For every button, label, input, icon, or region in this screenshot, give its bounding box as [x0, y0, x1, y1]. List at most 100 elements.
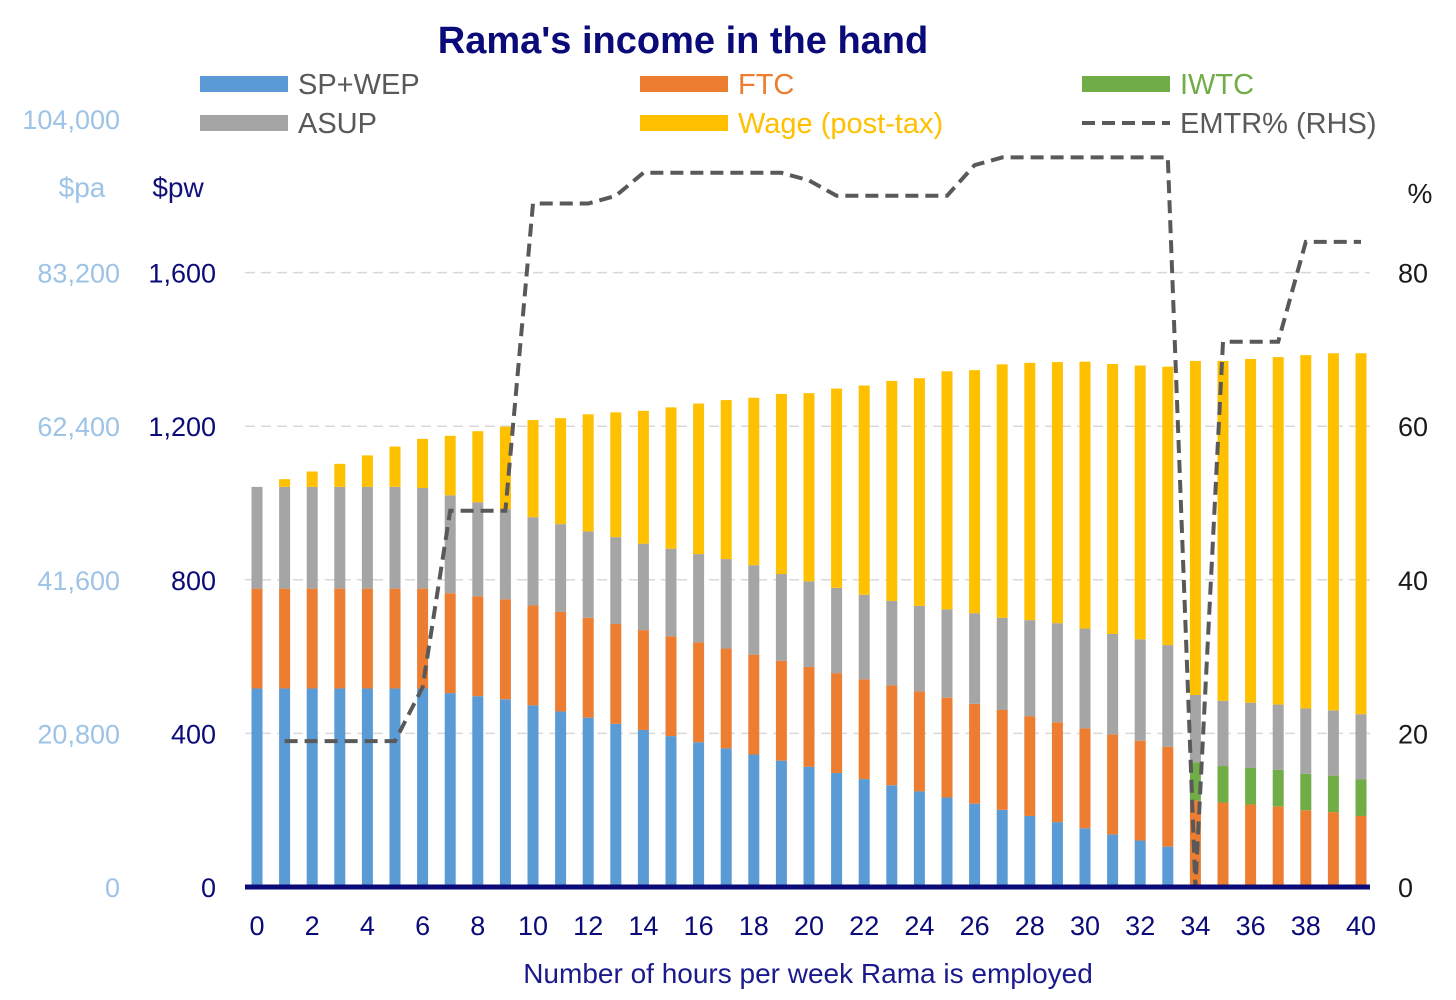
y-axis-pa-unit: $pa — [59, 172, 106, 203]
bar-asup — [969, 613, 981, 704]
bar-ftc — [582, 617, 594, 718]
bar-ftc — [499, 599, 511, 700]
bar-asup — [831, 587, 843, 674]
bar-sp-wep — [444, 693, 456, 887]
bar-wage-post-tax — [637, 410, 649, 544]
bar-asup — [582, 531, 594, 618]
bar-ftc — [1051, 722, 1063, 823]
bar-wage-post-tax — [555, 418, 567, 525]
bar-wage-post-tax — [1024, 362, 1036, 621]
x-tick: 10 — [518, 911, 548, 941]
y-tick-pct: 60 — [1398, 412, 1428, 442]
bar-wage-post-tax — [361, 455, 373, 487]
bar-wage-post-tax — [582, 414, 594, 532]
bar-ftc — [720, 648, 732, 749]
bar-asup — [444, 495, 456, 594]
bar-asup — [693, 554, 705, 643]
bar-wage-post-tax — [803, 393, 815, 582]
bar-wage-post-tax — [693, 403, 705, 555]
bar-sp-wep — [527, 705, 539, 887]
y-tick-pa: 0 — [105, 873, 120, 903]
bar-asup — [417, 488, 429, 589]
bar-asup — [1051, 623, 1063, 723]
y-axis-pct-unit: % — [1408, 178, 1433, 209]
bar-sp-wep — [803, 766, 815, 887]
bar-wage-post-tax — [941, 371, 953, 610]
bar-ftc — [637, 630, 649, 730]
legend-label-ftc: FTC — [738, 69, 794, 101]
x-tick: 22 — [849, 911, 879, 941]
bar-ftc — [996, 709, 1008, 810]
bar-sp-wep — [499, 699, 511, 887]
bar-asup — [389, 486, 401, 589]
bar-sp-wep — [1107, 834, 1119, 887]
bar-wage-post-tax — [306, 471, 318, 487]
bar-asup — [1245, 702, 1257, 768]
legend-swatch-sp-wep — [200, 76, 288, 92]
bar-sp-wep — [748, 754, 760, 887]
bar-iwtc — [1272, 769, 1284, 807]
bar-ftc — [1272, 806, 1284, 887]
y-tick-pct: 80 — [1398, 259, 1428, 289]
bar-wage-post-tax — [334, 463, 346, 487]
bar-ftc — [886, 685, 898, 786]
bar-sp-wep — [913, 791, 925, 887]
bar-sp-wep — [251, 688, 263, 887]
bar-ftc — [334, 588, 346, 689]
bar-ftc — [527, 605, 539, 706]
bar-sp-wep — [720, 748, 732, 887]
bar-ftc — [279, 588, 291, 689]
bar-wage-post-tax — [389, 446, 401, 487]
x-tick: 36 — [1236, 911, 1266, 941]
bar-sp-wep — [1134, 840, 1146, 887]
bar-asup — [527, 517, 539, 606]
y-tick-pw: 0 — [201, 873, 216, 903]
bar-iwtc — [1217, 766, 1229, 803]
bar-ftc — [1079, 728, 1091, 829]
y-tick-pct: 40 — [1398, 566, 1428, 596]
bar-wage-post-tax — [969, 370, 981, 614]
bar-sp-wep — [1024, 815, 1036, 887]
bar-wage-post-tax — [499, 426, 511, 510]
bar-sp-wep — [417, 688, 429, 887]
bar-asup — [1134, 639, 1146, 741]
bar-asup — [748, 565, 760, 655]
bar-wage-post-tax — [279, 479, 291, 487]
bar-asup — [251, 486, 263, 589]
bar-asup — [499, 509, 511, 600]
bar-asup — [1162, 645, 1174, 747]
bar-asup — [1024, 620, 1036, 717]
chart-title: Rama's income in the hand — [438, 20, 928, 62]
bar-sp-wep — [665, 736, 677, 887]
bar-ftc — [775, 660, 787, 761]
bar-asup — [1300, 708, 1312, 774]
bar-asup — [720, 559, 732, 649]
x-tick: 34 — [1180, 911, 1210, 941]
bar-ftc — [858, 679, 870, 780]
x-tick: 18 — [739, 911, 769, 941]
x-tick: 28 — [1015, 911, 1045, 941]
bar-ftc — [803, 666, 815, 767]
x-tick: 4 — [360, 911, 375, 941]
bar-asup — [941, 609, 953, 698]
legend: SP+WEP FTC IWTC ASUP Wage (post-tax) EMTR% (R… — [200, 69, 1377, 140]
bar-ftc — [1327, 812, 1339, 887]
x-tick: 8 — [470, 911, 485, 941]
bar-sp-wep — [886, 785, 898, 887]
bar-sp-wep — [831, 772, 843, 887]
x-tick: 2 — [305, 911, 320, 941]
bar-asup — [555, 524, 567, 612]
bar-iwtc — [1245, 767, 1257, 805]
y-tick-pa: 62,400 — [37, 412, 120, 442]
bar-sp-wep — [637, 729, 649, 887]
bar-wage-post-tax — [527, 420, 539, 518]
x-tick: 26 — [960, 911, 990, 941]
bar-sp-wep — [1051, 822, 1063, 887]
legend-swatch-ftc — [640, 76, 728, 92]
bar-sp-wep — [582, 717, 594, 887]
x-tick: 38 — [1291, 911, 1321, 941]
bar-sp-wep — [775, 760, 787, 887]
bar-sp-wep — [693, 742, 705, 887]
bar-asup — [279, 486, 291, 589]
bar-wage-post-tax — [1300, 355, 1312, 709]
